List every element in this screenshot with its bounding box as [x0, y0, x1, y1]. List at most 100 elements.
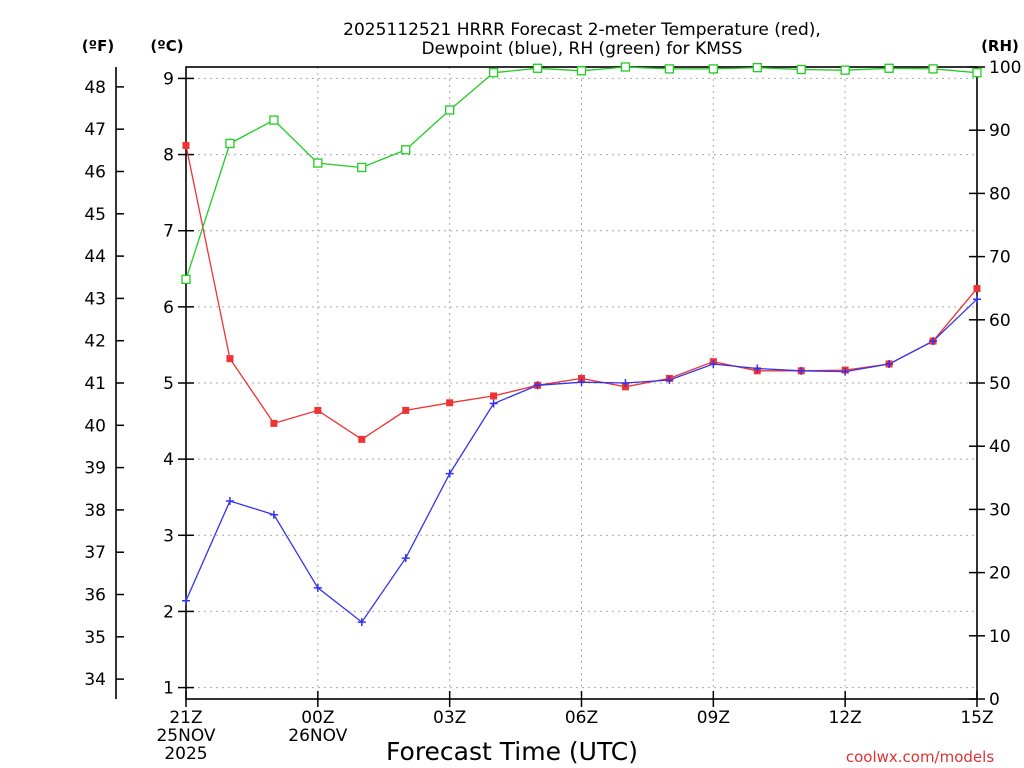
dewpoint-point: [841, 367, 850, 376]
temperature-point: [270, 419, 278, 427]
celsius-tick-label: 1: [163, 679, 174, 699]
rh-point: [313, 158, 323, 168]
dewpoint-point: [973, 295, 981, 304]
dewpoint-point: [269, 510, 278, 519]
dewpoint-point: [401, 554, 410, 563]
fahrenheit-tick-label: 47: [84, 120, 106, 140]
dewpoint-point: [753, 364, 762, 373]
x-tick-label: 12Z: [829, 708, 862, 728]
celsius-tick-label: 4: [163, 450, 174, 470]
dewpoint-point: [709, 359, 718, 368]
credit-link[interactable]: coolwx.com/models: [846, 748, 994, 766]
celsius-unit-label: (ºC): [150, 37, 183, 55]
dewpoint-line: [185, 298, 978, 624]
rh-point: [225, 138, 235, 149]
fahrenheit-tick-label: 39: [84, 459, 106, 479]
series-markers: [181, 62, 982, 627]
fahrenheit-tick-label: 36: [84, 586, 106, 606]
x-tick-label: 09Z: [697, 708, 730, 728]
rh-tick-label: 20: [989, 564, 1011, 584]
temperature-point: [446, 399, 454, 407]
temperature-line: [185, 145, 978, 441]
rh-point: [532, 63, 543, 73]
fahrenheit-tick-label: 44: [84, 247, 106, 267]
dewpoint-point: [489, 399, 498, 408]
temperature-point: [226, 355, 234, 363]
temperature-point: [490, 392, 498, 400]
dewpoint-point: [797, 366, 806, 375]
rh-tick-label: 90: [989, 121, 1011, 141]
rh-point: [840, 65, 850, 75]
rh-point: [972, 68, 982, 78]
celsius-tick-label: 6: [163, 298, 174, 318]
fahrenheit-tick-label: 48: [84, 78, 106, 98]
x-tick-label: 00Z: [301, 708, 334, 728]
tick-labels: 1234567893435363738394041424344454647480…: [84, 58, 1021, 764]
rh-point: [884, 63, 894, 73]
rh-point: [708, 64, 718, 74]
fahrenheit-tick-label: 34: [84, 670, 106, 690]
x-tick-label: 15Z: [960, 708, 993, 728]
temperature-point: [402, 406, 410, 414]
rh-point: [488, 68, 499, 78]
rh-tick-label: 60: [989, 311, 1011, 331]
rh-point: [620, 62, 631, 72]
rh-tick-label: 100: [989, 58, 1021, 78]
celsius-tick-label: 5: [163, 374, 174, 394]
chart-title-line1: 2025112521 HRRR Forecast 2-meter Tempera…: [343, 20, 821, 40]
fahrenheit-unit-label: (ºF): [82, 37, 114, 55]
fahrenheit-tick-label: 35: [84, 628, 106, 648]
dewpoint-point: [577, 378, 586, 387]
fahrenheit-tick-label: 42: [84, 332, 106, 352]
dewpoint-point: [885, 359, 894, 368]
rh-point: [357, 162, 367, 173]
fahrenheit-tick-label: 43: [84, 289, 106, 309]
temperature-point: [973, 285, 981, 293]
dewpoint-point: [313, 583, 322, 592]
fahrenheit-tick-label: 38: [84, 501, 106, 521]
celsius-tick-label: 2: [163, 602, 174, 622]
rh-point: [928, 64, 938, 74]
dewpoint-point: [533, 381, 542, 390]
rh-point: [269, 115, 279, 125]
temperature-point: [182, 141, 190, 149]
temperature-point: [358, 435, 366, 443]
rh-point: [796, 64, 806, 75]
celsius-tick-label: 9: [163, 69, 174, 89]
celsius-tick-label: 8: [163, 146, 174, 166]
rh-tick-label: 80: [989, 184, 1011, 204]
rh-point: [576, 66, 587, 76]
dewpoint-point: [357, 618, 366, 627]
rh-point: [752, 62, 762, 73]
dewpoint-point: [182, 596, 190, 605]
rh-tick-label: 50: [989, 374, 1011, 394]
chart-title-line2: Dewpoint (blue), RH (green) for KMSS: [422, 39, 743, 59]
rh-point: [401, 145, 411, 155]
fahrenheit-tick-label: 37: [84, 543, 106, 563]
celsius-tick-label: 3: [163, 526, 174, 546]
temperature-point: [314, 406, 322, 414]
rh-tick-label: 10: [989, 627, 1011, 647]
rh-tick-label: 70: [989, 248, 1011, 268]
celsius-tick-label: 7: [163, 222, 174, 242]
rh-tick-label: 0: [989, 690, 1000, 710]
dewpoint-point: [665, 375, 674, 384]
x-tick-label: 06Z: [565, 708, 598, 728]
dewpoint-point: [929, 337, 938, 346]
rh-unit-label: (RH): [981, 37, 1019, 55]
rh-point: [181, 274, 191, 285]
fahrenheit-tick-label: 45: [84, 205, 106, 225]
dewpoint-point: [445, 469, 454, 478]
x-tick-label: 2025: [164, 744, 207, 764]
x-tick-label: 25NOV: [156, 726, 215, 746]
x-axis-label: Forecast Time (UTC): [386, 737, 638, 766]
rh-point: [664, 64, 675, 74]
rh-tick-label: 40: [989, 437, 1011, 457]
fahrenheit-tick-label: 46: [84, 162, 106, 182]
dewpoint-point: [225, 497, 234, 506]
fahrenheit-tick-label: 40: [84, 416, 106, 436]
rh-tick-label: 30: [989, 500, 1011, 520]
fahrenheit-tick-label: 41: [84, 374, 106, 394]
x-tick-label: 03Z: [433, 708, 466, 728]
